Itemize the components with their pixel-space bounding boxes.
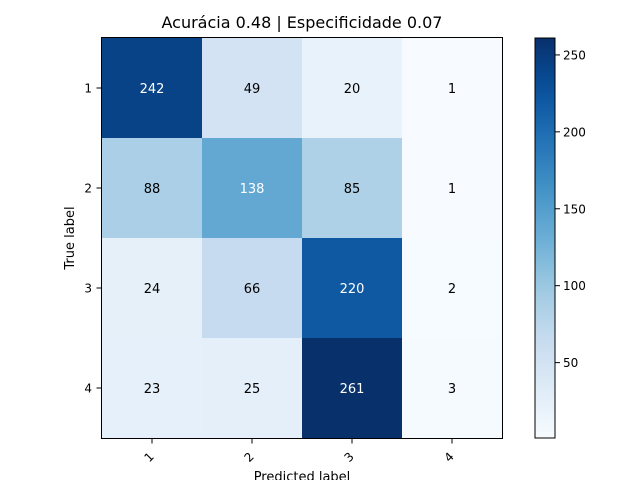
heatmap-cell xyxy=(302,138,402,238)
cell-value-label: 3 xyxy=(448,382,456,397)
heatmap-cell xyxy=(402,338,502,438)
heatmap-cell xyxy=(202,138,302,238)
heatmap-cell xyxy=(302,238,402,338)
colorbar-tick-label: 100 xyxy=(563,279,586,293)
cell-value-label: 24 xyxy=(144,282,161,297)
heatmap-cell xyxy=(302,338,402,438)
heatmap-cell xyxy=(302,38,402,138)
colorbar-tick-label: 200 xyxy=(563,125,586,139)
cell-value-label: 66 xyxy=(244,282,261,297)
cell-value-label: 20 xyxy=(344,82,361,97)
heatmap-cell xyxy=(202,38,302,138)
cell-value-label: 25 xyxy=(244,382,261,397)
heatmap-cell xyxy=(102,138,202,238)
cell-value-label: 88 xyxy=(144,182,161,197)
y-tick-label: 2 xyxy=(84,182,92,196)
x-tick-label: 4 xyxy=(442,450,457,465)
cell-value-label: 1 xyxy=(448,82,456,97)
heatmap-cell xyxy=(402,138,502,238)
x-tick-label: 1 xyxy=(142,450,157,465)
cell-value-label: 138 xyxy=(240,182,265,197)
x-axis-ticks: 1 2 3 4 xyxy=(142,438,457,465)
heatmap-cells xyxy=(102,38,502,438)
heatmap-cell xyxy=(202,238,302,338)
heatmap-cell xyxy=(202,338,302,438)
y-axis-ticks: 1 2 3 4 xyxy=(84,82,102,396)
colorbar-tick-label: 150 xyxy=(563,202,586,216)
cell-value-label: 1 xyxy=(448,182,456,197)
cell-value-label: 49 xyxy=(244,82,261,97)
heatmap-cell xyxy=(102,338,202,438)
cell-value-label: 220 xyxy=(340,282,365,297)
cell-value-label: 261 xyxy=(340,382,365,397)
y-axis-label: True label xyxy=(63,206,78,270)
heatmap-cell xyxy=(402,38,502,138)
y-tick-label: 1 xyxy=(84,82,92,96)
cell-value-label: 242 xyxy=(140,82,165,97)
cell-value-labels: 242 49 20 1 88 138 85 1 24 66 220 2 23 25 261 3 xyxy=(140,82,457,397)
cell-value-label: 23 xyxy=(144,382,161,397)
y-tick-label: 4 xyxy=(84,382,92,396)
y-tick-label: 3 xyxy=(84,282,92,296)
colorbar-tick-label: 250 xyxy=(563,48,586,62)
x-axis-label: Predicted label xyxy=(254,470,351,480)
cell-value-label: 2 xyxy=(448,282,456,297)
plot-frame xyxy=(101,37,503,439)
x-tick-label: 2 xyxy=(242,450,257,465)
heatmap-cell xyxy=(102,38,202,138)
x-tick-label: 3 xyxy=(342,450,357,465)
colorbar xyxy=(534,37,556,439)
cell-value-label: 85 xyxy=(344,182,361,197)
colorbar-ticks: 50 100 150 200 250 xyxy=(555,48,586,370)
heatmap-cell xyxy=(402,238,502,338)
colorbar-tick-label: 50 xyxy=(563,356,578,370)
heatmap-cell xyxy=(102,238,202,338)
chart-title: Acurácia 0.48 | Especificidade 0.07 xyxy=(162,13,443,32)
